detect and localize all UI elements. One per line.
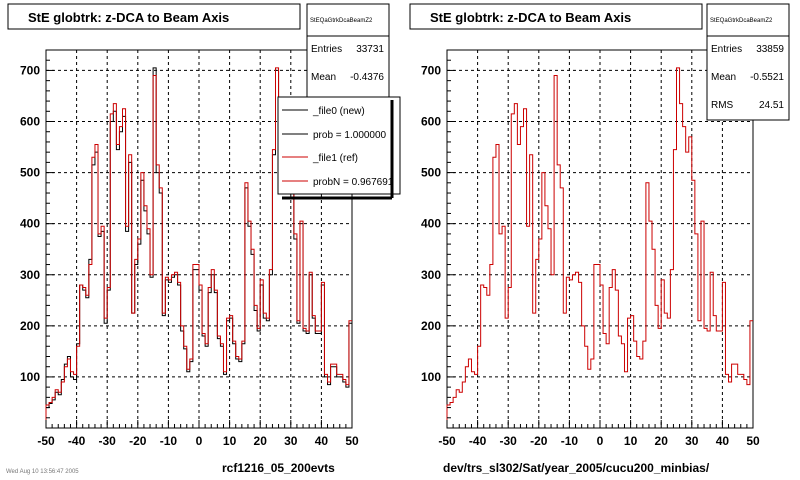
left-xtick-label: -50	[37, 434, 55, 448]
right-xtick-label: 0	[597, 434, 604, 448]
left-stats-entries-label: Entries	[311, 44, 342, 55]
left-stats-entries-value: 33731	[356, 44, 384, 55]
left-stats-mean-label: Mean	[311, 72, 336, 83]
right-stats-rms-value: 24.51	[759, 100, 784, 111]
left-xtick-label: 40	[315, 434, 329, 448]
right-title-box	[409, 3, 703, 30]
left-panel: StE globtrk: z-DCA to Beam Axis -50 -40 -3…	[6, 3, 401, 475]
right-xtick-label: -40	[469, 434, 487, 448]
right-xtick-label: -20	[530, 434, 548, 448]
right-ytick-label: 100	[421, 370, 441, 384]
left-ytick-label: 700	[20, 63, 40, 77]
legend-new-label: _file0 (new)	[312, 106, 365, 117]
left-ytick-label: 300	[20, 268, 40, 282]
left-xtick-label: 20	[254, 434, 268, 448]
right-histograms	[446, 67, 753, 428]
right-series-0	[446, 67, 753, 428]
left-xtick-label: -20	[129, 434, 147, 448]
right-xtick-label: -50	[438, 434, 456, 448]
left-xtick-label: 30	[284, 434, 298, 448]
right-ytick-label: 500	[421, 166, 441, 180]
left-ytick-label: 200	[20, 319, 40, 333]
right-title: StE globtrk: z-DCA to Beam Axis	[430, 10, 631, 25]
right-axes: -50 -40 -30 -20 -10 0 10 20 30 40 50 100 200 300 400 50…	[421, 59, 760, 448]
right-ytick-label: 700	[421, 63, 441, 77]
right-x-label: dev/trs_sl302/Sat/year_2005/cucu200_minb…	[443, 461, 710, 475]
right-panel: StE globtrk: z-DCA to Beam Axis -50 -40 -3…	[409, 3, 790, 475]
right-xtick-label: 30	[685, 434, 699, 448]
left-ytick-label: 500	[20, 166, 40, 180]
right-ytick-label: 200	[421, 319, 441, 333]
left-axes: -50 -40 -30 -20 -10 0 10 20 30 40 50 100 200 300 400 50…	[20, 59, 359, 448]
left-ytick-label: 100	[20, 370, 40, 384]
right-xtick-label: 10	[624, 434, 638, 448]
left-xtick-label: 10	[223, 434, 237, 448]
legend-probn-label: probN = 0.967691	[313, 177, 394, 188]
right-stats-entries-label: Entries	[711, 44, 742, 55]
right-xtick-label: 40	[716, 434, 730, 448]
left-title: StE globtrk: z-DCA to Beam Axis	[28, 10, 229, 25]
right-ytick-label: 300	[421, 268, 441, 282]
left-title-box	[7, 3, 301, 30]
legend-ref-label: _file1 (ref)	[312, 153, 358, 164]
left-series-1	[45, 67, 352, 428]
right-xtick-label: -30	[500, 434, 518, 448]
left-histograms	[45, 67, 352, 428]
right-stats-mean-value: -0.5521	[750, 72, 784, 83]
right-stats-mean-label: Mean	[711, 72, 736, 83]
left-x-label: rcf1216_05_200evts	[222, 461, 335, 475]
footer-timestamp: Wed Aug 10 13:56:47 2005	[6, 469, 79, 475]
left-legend: _file0 (new) prob = 1.000000 _file1 (ref…	[277, 96, 401, 200]
right-stats-rms-label: RMS	[711, 100, 734, 111]
right-stats-box: StEQaGtrkDcaBeamZ2 Entries 33859 Mean -0…	[706, 3, 790, 121]
right-xtick-label: 20	[655, 434, 669, 448]
right-ytick-label: 400	[421, 217, 441, 231]
left-xtick-label: -40	[68, 434, 86, 448]
right-xtick-label: -10	[561, 434, 579, 448]
left-ytick-label: 600	[20, 115, 40, 129]
right-stats-entries-value: 33859	[756, 44, 784, 55]
right-stats-name: StEQaGtrkDcaBeamZ2	[710, 18, 773, 24]
left-xtick-label: 0	[196, 434, 203, 448]
left-xtick-label: 50	[345, 434, 359, 448]
right-ytick-label: 600	[421, 115, 441, 129]
left-xtick-label: -10	[160, 434, 178, 448]
legend-prob-label: prob = 1.000000	[313, 130, 387, 141]
left-xtick-label: -30	[99, 434, 117, 448]
right-xtick-label: 50	[746, 434, 760, 448]
left-stats-name: StEQaGtrkDcaBeamZ2	[310, 18, 373, 24]
left-ytick-label: 400	[20, 217, 40, 231]
left-stats-mean-value: -0.4376	[350, 72, 384, 83]
